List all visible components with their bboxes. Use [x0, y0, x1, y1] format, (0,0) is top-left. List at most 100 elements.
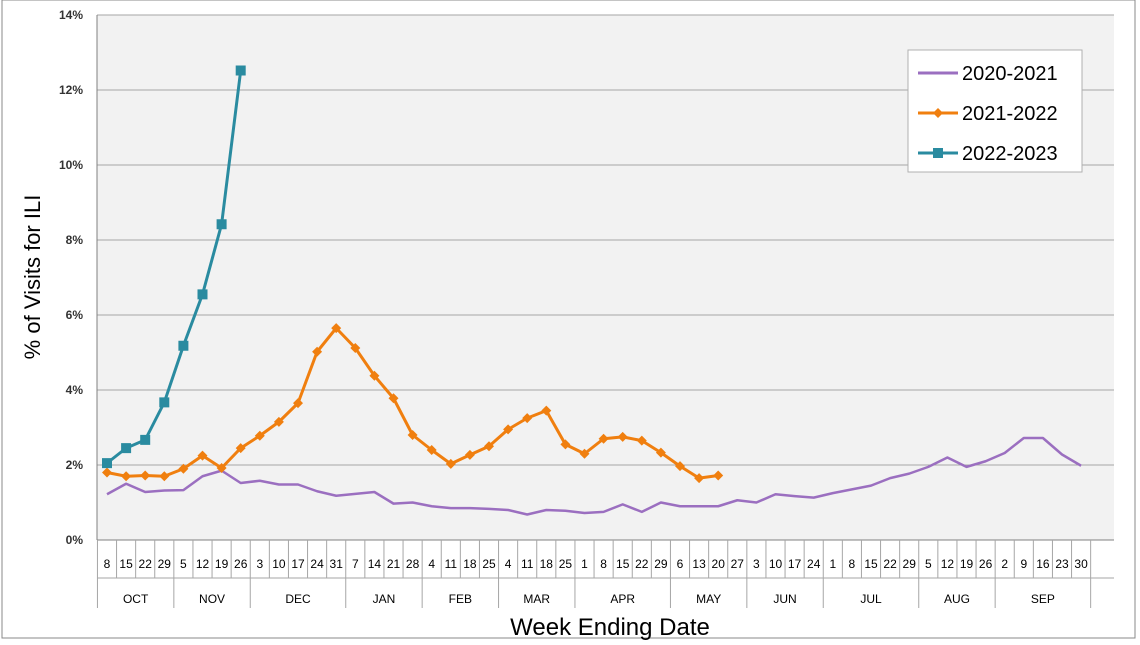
- legend-item: 2021-2022: [918, 103, 1058, 125]
- data-point: [388, 393, 399, 404]
- y-axis: 0% 2% 4% 6% 8% 10% 12% 14%: [59, 8, 98, 547]
- data-point: [617, 431, 628, 442]
- y-tick-label: 4%: [66, 383, 84, 397]
- y-tick-label: 0%: [66, 533, 84, 547]
- data-point: [197, 450, 208, 461]
- x-tick-label: 29: [903, 557, 917, 571]
- x-tick-label: 13: [692, 557, 706, 571]
- x-tick-label: 22: [883, 557, 897, 571]
- data-point: [445, 458, 456, 469]
- x-tick-label: 7: [352, 557, 359, 571]
- data-point: [178, 463, 189, 474]
- x-tick-label: 6: [677, 557, 684, 571]
- data-point: [312, 346, 323, 357]
- data-point: [140, 434, 151, 445]
- x-tick-label: 1: [581, 557, 588, 571]
- data-point: [675, 461, 685, 472]
- data-point: [178, 340, 189, 351]
- data-point: [933, 108, 943, 118]
- month-label: SEP: [1031, 592, 1055, 606]
- data-point: [102, 467, 112, 478]
- data-point: [484, 441, 494, 452]
- data-point: [369, 370, 380, 381]
- month-label: JAN: [373, 592, 396, 606]
- legend-items: 2020-2021 2021-2022 2022-2023: [918, 63, 1058, 165]
- data-point: [426, 445, 437, 455]
- x-tick-label: 18: [540, 557, 554, 571]
- y-tick-label: 8%: [66, 233, 84, 247]
- x-tick-label: 14: [368, 557, 382, 571]
- data-point: [216, 219, 227, 230]
- x-tick-label: 4: [428, 557, 435, 571]
- x-tick-label: 10: [769, 557, 783, 571]
- y-tick-label: 12%: [59, 83, 83, 97]
- x-tick-label: 23: [1055, 557, 1069, 571]
- data-point: [694, 473, 705, 484]
- data-point: [235, 443, 246, 454]
- legend-label: 2020-2021: [962, 63, 1058, 85]
- data-point: [655, 447, 666, 458]
- data-point: [579, 448, 590, 459]
- month-label: NOV: [199, 592, 225, 606]
- x-tick-label: 28: [406, 557, 420, 571]
- legend: 2020-2021 2021-2022 2022-2023: [907, 49, 1083, 173]
- x-tick-label: 1: [829, 557, 836, 571]
- x-tick-label: 3: [753, 557, 760, 571]
- data-point: [541, 405, 552, 416]
- month-label: OCT: [123, 592, 149, 606]
- x-tick-label: 18: [463, 557, 477, 571]
- data-point: [636, 435, 647, 446]
- x-tick-label: 24: [310, 557, 324, 571]
- x-tick-label: 8: [600, 557, 607, 571]
- y-tick-label: 2%: [66, 458, 84, 472]
- data-point: [350, 343, 361, 353]
- month-label: AUG: [944, 592, 970, 606]
- x-tick-label: 25: [559, 557, 573, 571]
- x-tick-label: 11: [521, 557, 534, 571]
- data-point: [254, 430, 265, 441]
- data-point: [273, 416, 284, 427]
- series-layer: [102, 65, 1082, 516]
- legend-item: 2022-2023: [918, 143, 1058, 165]
- x-tick-label: 12: [196, 557, 210, 571]
- x-tick-label: 20: [712, 557, 726, 571]
- x-axis-label: Week Ending Date: [510, 614, 710, 640]
- data-point: [102, 458, 112, 469]
- x-tick-label: 29: [158, 557, 172, 571]
- data-point: [121, 471, 132, 482]
- month-label: MAY: [696, 592, 721, 606]
- data-point: [235, 65, 246, 76]
- month-label: JUN: [773, 592, 796, 606]
- y-axis-label: % of Visits for ILI: [20, 195, 45, 360]
- x-tick-label: 2: [1001, 557, 1008, 571]
- data-point: [933, 148, 943, 158]
- x-tick-label: 26: [234, 557, 248, 571]
- x-tick-label: 27: [731, 557, 745, 571]
- x-tick-label: 21: [387, 557, 401, 571]
- series-2020-2021: [106, 436, 1082, 516]
- x-tick-label: 25: [482, 557, 496, 571]
- x-tick-label: 26: [979, 557, 993, 571]
- data-point: [464, 449, 475, 460]
- x-tick-label: 29: [654, 557, 668, 571]
- legend-label: 2021-2022: [962, 103, 1058, 125]
- x-tick-label: 9: [1020, 557, 1027, 571]
- month-label: JUL: [860, 592, 882, 606]
- data-point: [159, 471, 170, 482]
- y-tick-label: 14%: [59, 8, 83, 22]
- x-tick-label: 4: [505, 557, 512, 571]
- x-tick-label: 15: [616, 557, 630, 571]
- x-tick-label: 17: [788, 557, 802, 571]
- data-point: [503, 424, 514, 435]
- month-label: DEC: [285, 592, 311, 606]
- data-point: [121, 443, 132, 454]
- series-2022-2023: [102, 65, 246, 469]
- series-2021-2022: [102, 323, 724, 484]
- data-point: [598, 433, 609, 444]
- data-point: [216, 463, 227, 473]
- x-tick-label: 22: [139, 557, 153, 571]
- series-line: [106, 436, 1082, 516]
- x-tick-label: 11: [445, 557, 458, 571]
- x-axis: 8 15 22 29 5 12 19 26 3 10 17 24 31 7 14 21 28 4 11 18 25 4 11…: [96, 539, 1114, 608]
